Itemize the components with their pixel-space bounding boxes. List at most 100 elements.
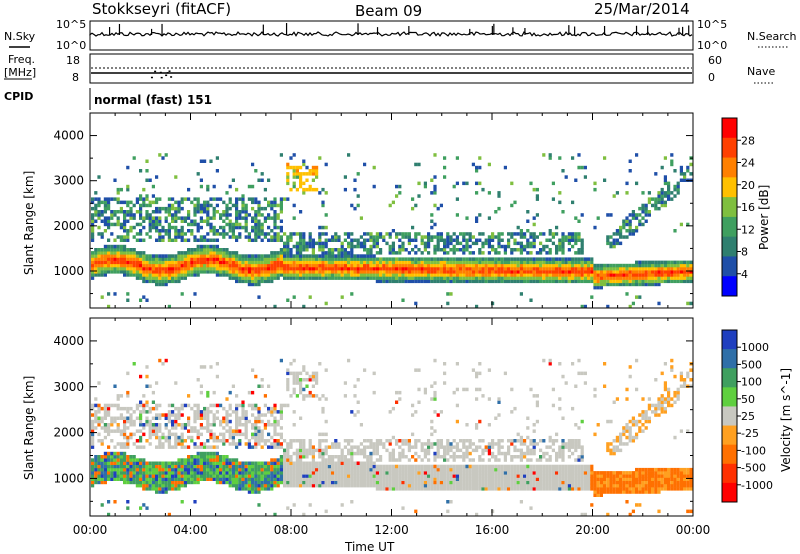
power-cell [219,251,223,255]
power-cell [215,273,219,277]
power-cell [603,282,607,287]
power-cell [459,273,463,277]
power-cell [299,165,303,170]
power-cell [529,279,533,284]
power-cell [436,276,440,280]
velocity-cell [203,445,207,449]
power-cell [289,187,293,192]
noise-panel-frame [89,20,694,51]
power-cell [500,273,504,277]
power-cell [619,266,623,271]
power-cell [343,263,347,268]
power-cell [215,169,219,173]
power-cell [670,260,674,265]
power-cell [286,244,290,249]
power-cell [129,206,133,211]
velocity-cell [369,464,373,469]
velocity-cell [289,362,293,366]
power-cell [235,266,239,271]
power-cell [286,251,290,255]
power-cell [139,298,143,302]
power-cell [116,191,120,195]
power-cell [385,279,389,284]
power-cell [321,254,325,258]
power-cell [193,197,197,201]
power-cell [596,216,600,220]
velocity-cell [235,474,239,478]
power-cell [260,254,264,258]
velocity-cell [251,368,255,372]
velocity-cell [430,474,434,478]
power-cell [526,276,530,280]
power-cell [430,191,434,195]
power-cell [558,270,562,274]
power-cell [183,197,187,201]
power-cell [113,251,117,255]
power-cell [209,203,213,208]
power-cell [443,251,447,255]
velocity-cell [286,464,290,469]
velocity-cell [366,471,370,475]
velocity-cell [363,368,367,372]
velocity-cell [449,480,453,485]
power-cell [452,276,456,280]
power-cell [337,248,341,252]
power-cell [318,276,322,280]
velocity-cell [305,477,309,481]
power-cell [273,210,277,214]
velocity-cell [379,487,383,491]
velocity-cell [350,448,354,453]
velocity-cell [196,403,200,408]
power-cell [343,260,347,265]
power-cell [164,273,168,277]
power-cell [583,263,587,268]
power-cell [407,235,411,239]
power-cell [491,248,495,252]
power-cell [107,206,111,211]
velocity-cell [267,483,271,488]
velocity-cell [110,439,114,443]
velocity-cell [100,461,104,465]
velocity-cell [391,480,395,485]
power-cell [103,260,107,265]
power-cell [315,241,319,246]
power-cell [206,203,210,208]
power-cell [353,276,357,280]
velocity-cell [222,442,226,446]
velocity-cell [302,471,306,475]
velocity-cell [270,413,274,417]
power-cell [484,260,488,265]
power-cell [398,266,402,271]
power-cell [663,263,667,268]
power-cell [247,254,251,258]
velocity-cell [126,410,130,414]
power-cell [145,257,149,261]
power-cell [126,266,130,271]
power-cell [398,184,402,189]
velocity-cell [145,461,149,465]
velocity-cell [443,474,447,478]
velocity-cell [273,406,277,411]
velocity-cell [113,384,117,388]
power-cell [203,263,207,268]
power-cell [103,244,107,249]
velocity-cell [219,471,223,475]
power-cell [225,251,229,255]
power-cell [526,219,530,223]
power-cell [139,276,143,280]
power-cell [103,263,107,268]
power-cell [395,279,399,284]
power-cell [321,232,325,236]
power-cell [151,279,155,284]
power-cell [430,260,434,265]
power-cell [174,200,178,205]
power-cell [657,200,661,205]
power-cell [254,219,258,223]
power-cell [455,241,459,246]
velocity-cell [308,394,312,398]
velocity-cell [350,480,354,485]
power-cell [97,225,101,230]
power-cell [388,235,392,239]
power-cell [353,206,357,211]
velocity-cell [171,467,175,472]
